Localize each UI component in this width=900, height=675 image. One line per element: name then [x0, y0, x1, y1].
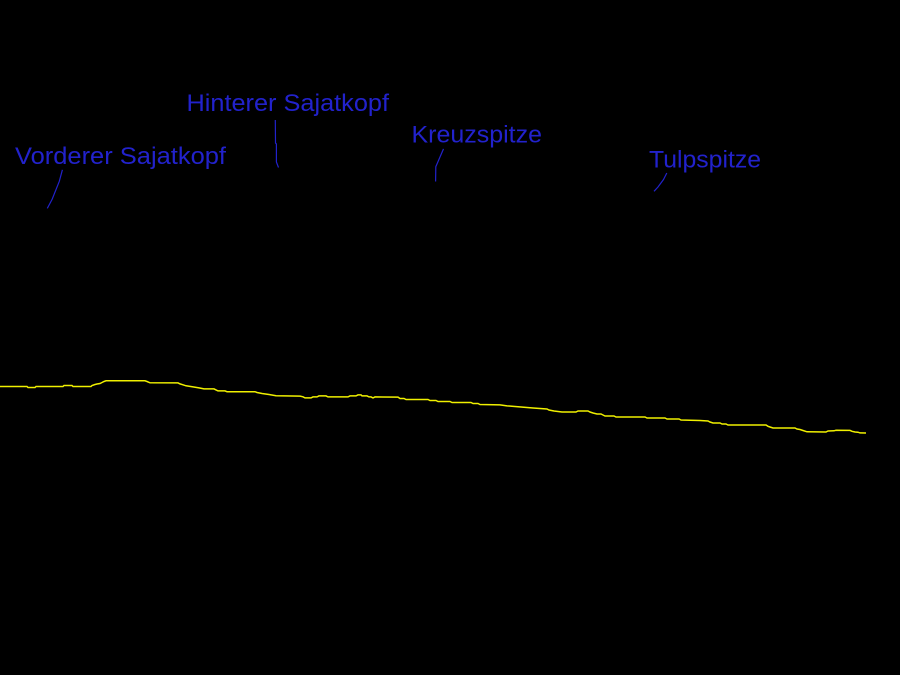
svg-text:Kreuzspitze: Kreuzspitze — [412, 123, 543, 149]
svg-text:Vorderer Sajatkopf: Vorderer Sajatkopf — [15, 144, 226, 170]
svg-text:Tulpspitze: Tulpspitze — [649, 148, 761, 174]
svg-text:Hinterer Sajatkopf: Hinterer Sajatkopf — [187, 91, 390, 117]
